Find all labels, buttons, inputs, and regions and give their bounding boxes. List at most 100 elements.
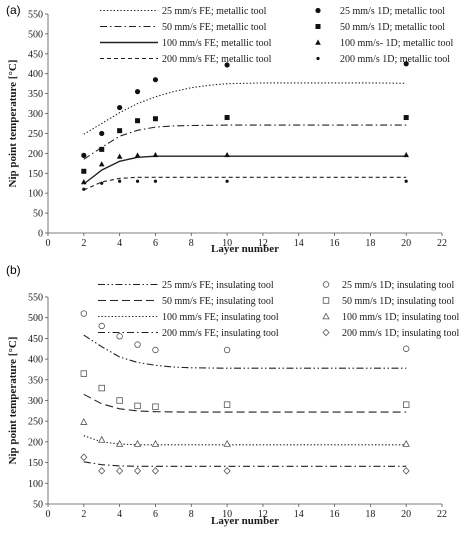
legend-entry: 50 mm/s 1D; metallic tool xyxy=(340,22,445,33)
data-point xyxy=(152,116,158,122)
y-tick-label: 300 xyxy=(28,396,43,407)
data-point xyxy=(152,403,159,410)
x-axis-label: Layer number xyxy=(211,515,279,527)
x-tick-label: 2 xyxy=(81,509,86,520)
data-point xyxy=(151,467,160,475)
x-tick-label: 6 xyxy=(153,509,158,520)
data-point xyxy=(223,346,231,354)
y-tick-label: 100 xyxy=(28,189,43,200)
data-point xyxy=(80,370,88,377)
x-tick-label: 10 xyxy=(222,238,232,249)
y-tick-label: 250 xyxy=(28,129,43,140)
data-point xyxy=(81,168,87,174)
x-tick-label: 18 xyxy=(365,509,375,520)
legend-entry: 50 mm/s 1D; insulating tool xyxy=(342,296,454,307)
data-point xyxy=(117,128,123,134)
legend-entry: 25 mm/s FE; metallic tool xyxy=(162,6,267,17)
x-tick-label: 16 xyxy=(330,509,340,520)
legend-entry: 100 mm/s- 1D; metallic tool xyxy=(340,38,454,49)
data-point xyxy=(402,401,410,408)
data-point xyxy=(223,467,231,475)
data-point xyxy=(134,402,141,410)
legend-entry: 50 mm/s FE; insulating tool xyxy=(162,296,274,307)
data-point xyxy=(99,146,105,152)
y-tick-label: 0 xyxy=(38,229,43,240)
y-tick-label: 500 xyxy=(28,313,43,324)
data-point xyxy=(82,187,86,191)
data-point xyxy=(402,345,410,352)
data-point xyxy=(403,61,409,67)
data-point xyxy=(80,310,88,317)
y-tick-label: 50 xyxy=(33,209,43,220)
data-point xyxy=(224,62,230,68)
legend-marker-swatch xyxy=(322,281,330,288)
data-point xyxy=(133,467,142,475)
legend-entry: 200 mm/s 1D; insulating tool xyxy=(342,328,459,339)
series-line xyxy=(83,124,407,160)
data-point xyxy=(118,179,122,183)
legend-entry: 200 mm/s FE; metallic tool xyxy=(162,54,272,65)
panel-label: (b) xyxy=(6,263,21,277)
y-tick-label: 300 xyxy=(28,109,43,120)
series-line xyxy=(83,461,407,467)
y-tick-label: 450 xyxy=(28,334,43,345)
data-point xyxy=(99,130,105,137)
data-point xyxy=(152,151,159,158)
data-point xyxy=(152,346,159,354)
data-point xyxy=(98,322,105,330)
panel-a: (a) 0 50 100 150 200 250 300 350 400 450 500 550 0 2 4 6… xyxy=(6,3,454,255)
y-tick-label: 350 xyxy=(28,375,43,386)
legend-entry: 25 mm/s 1D; insulating tool xyxy=(342,280,454,291)
data-point xyxy=(80,417,88,425)
data-point xyxy=(403,115,409,121)
data-point xyxy=(152,77,159,83)
data-point xyxy=(116,467,124,475)
x-tick-label: 4 xyxy=(117,509,122,520)
data-point xyxy=(134,152,141,158)
series-line xyxy=(83,155,407,185)
x-tick-label: 12 xyxy=(258,238,268,249)
data-point xyxy=(100,181,104,185)
data-point xyxy=(116,397,123,404)
data-point xyxy=(115,439,124,447)
legend-entry: 200 mm/s FE; insulating tool xyxy=(162,328,279,339)
x-tick-label: 20 xyxy=(401,238,411,249)
data-point xyxy=(223,439,231,447)
x-tick-label: 14 xyxy=(294,238,304,249)
legend-entry: 50 mm/s FE; metallic tool xyxy=(162,22,267,33)
x-tick-label: 12 xyxy=(258,509,268,520)
legend: 25 mm/s FE; metallic tool 50 mm/s FE; met… xyxy=(100,6,454,65)
data-point xyxy=(404,179,408,183)
legend-entry: 25 mm/s 1D; metallic tool xyxy=(340,6,445,17)
data-point xyxy=(134,89,141,95)
legend: 25 mm/s FE; insulating tool 50 mm/s FE; i… xyxy=(98,280,459,339)
series-line xyxy=(83,176,407,191)
legend-marker-swatch xyxy=(316,56,320,61)
y-tick-label: 150 xyxy=(28,169,43,180)
legend-entry: 100 mm/s FE; metallic tool xyxy=(162,38,272,49)
series-line xyxy=(83,435,407,446)
x-tick-label: 20 xyxy=(401,509,411,520)
data-point xyxy=(224,115,230,121)
data-point xyxy=(133,439,142,447)
data-point xyxy=(98,384,105,392)
x-tick-label: 0 xyxy=(46,509,51,520)
x-tick-label: 10 xyxy=(222,509,232,520)
y-tick-label: 100 xyxy=(28,479,43,490)
x-tick-label: 18 xyxy=(365,238,375,249)
data-point xyxy=(98,467,106,475)
panel-label: (a) xyxy=(6,3,21,17)
legend-marker-swatch xyxy=(322,312,330,320)
data-point xyxy=(116,153,123,159)
x-tick-label: 6 xyxy=(153,238,158,249)
legend-marker-swatch xyxy=(315,7,321,14)
data-point xyxy=(223,401,231,408)
data-point xyxy=(225,179,229,183)
y-tick-label: 550 xyxy=(28,10,43,21)
data-point xyxy=(81,152,87,158)
x-axis-label: Layer number xyxy=(211,243,279,255)
x-tick-label: 2 xyxy=(81,238,86,249)
data-point xyxy=(116,333,123,340)
data-point xyxy=(80,453,88,462)
legend-marker-swatch xyxy=(322,297,330,304)
